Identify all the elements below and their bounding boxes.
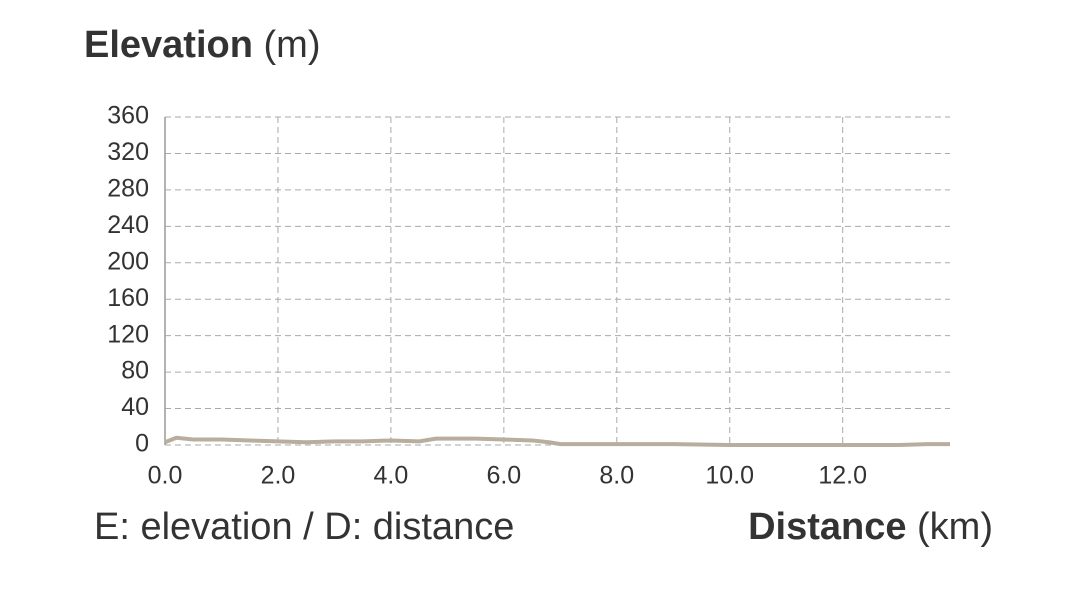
- y-tick-label: 360: [107, 102, 149, 130]
- x-tick-label: 8.0: [599, 462, 634, 490]
- x-tick-label: 10.0: [705, 462, 754, 490]
- x-tick-label: 0.0: [148, 462, 183, 490]
- y-tick-label: 200: [107, 247, 149, 275]
- y-axis-title: Elevation (m): [84, 24, 320, 66]
- y-tick-label: 280: [107, 174, 149, 202]
- x-axis-title: Distance (km): [748, 506, 993, 548]
- y-tick-label: 320: [107, 138, 149, 166]
- x-tick-label: 6.0: [486, 462, 521, 490]
- y-tick-label: 120: [107, 320, 149, 348]
- x-tick-label: 4.0: [374, 462, 409, 490]
- x-tick-label: 12.0: [818, 462, 867, 490]
- y-tick-label: 80: [121, 357, 149, 385]
- x-label: Distance: [748, 506, 906, 548]
- y-tick-label: 40: [121, 393, 149, 421]
- y-tick-label: 240: [107, 211, 149, 239]
- x-tick-label: 2.0: [261, 462, 296, 490]
- y-label: Elevation: [84, 24, 253, 66]
- x-unit: (km): [917, 506, 993, 548]
- y-tick-label: 160: [107, 284, 149, 312]
- note: E: elevation / D: distance: [94, 506, 514, 548]
- elevation-line: [164, 435, 950, 447]
- y-unit: (m): [264, 24, 321, 66]
- y-tick-label: 0: [135, 430, 149, 458]
